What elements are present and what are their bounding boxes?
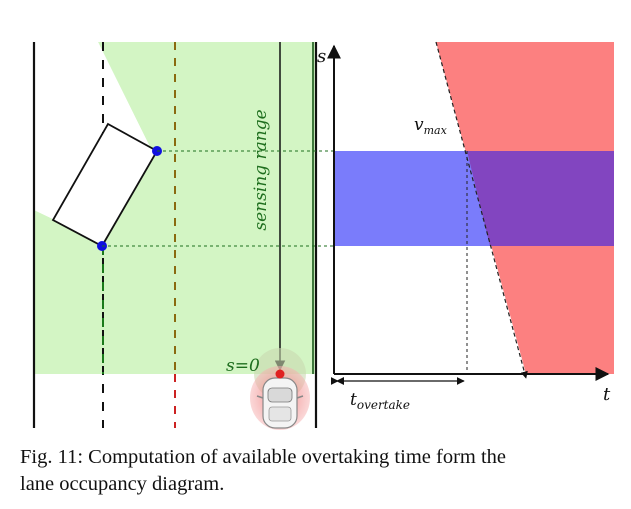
caption-line-1: Fig. 11: Computation of available overta…	[20, 446, 507, 468]
ego-position-marker	[275, 369, 285, 379]
sensing-range-label: sensing range	[251, 109, 271, 230]
overtaking-time-figure: sensing range s=0 s t	[32, 41, 614, 430]
ego-car-icon	[256, 377, 304, 429]
t-axis-label: t	[603, 384, 611, 405]
overlap-region	[467, 151, 614, 246]
t-overtake-left-arrowhead	[336, 377, 344, 385]
road-panel: sensing range s=0	[32, 42, 334, 430]
occluded-region-left	[34, 42, 108, 220]
figure-caption: Fig. 11: Computation of available overta…	[20, 444, 620, 498]
vmax-line	[435, 41, 528, 379]
vmax-label: vmax	[414, 115, 448, 137]
caption-line-2: lane occupancy diagram.	[20, 473, 225, 495]
t-overtake-label: tovertake	[350, 390, 410, 412]
s-zero-label: s=0	[226, 356, 260, 376]
st-diagram: s t vmax tovertake	[317, 41, 614, 412]
s-axis-label: s	[317, 46, 326, 67]
occluded-region-top	[98, 42, 152, 151]
